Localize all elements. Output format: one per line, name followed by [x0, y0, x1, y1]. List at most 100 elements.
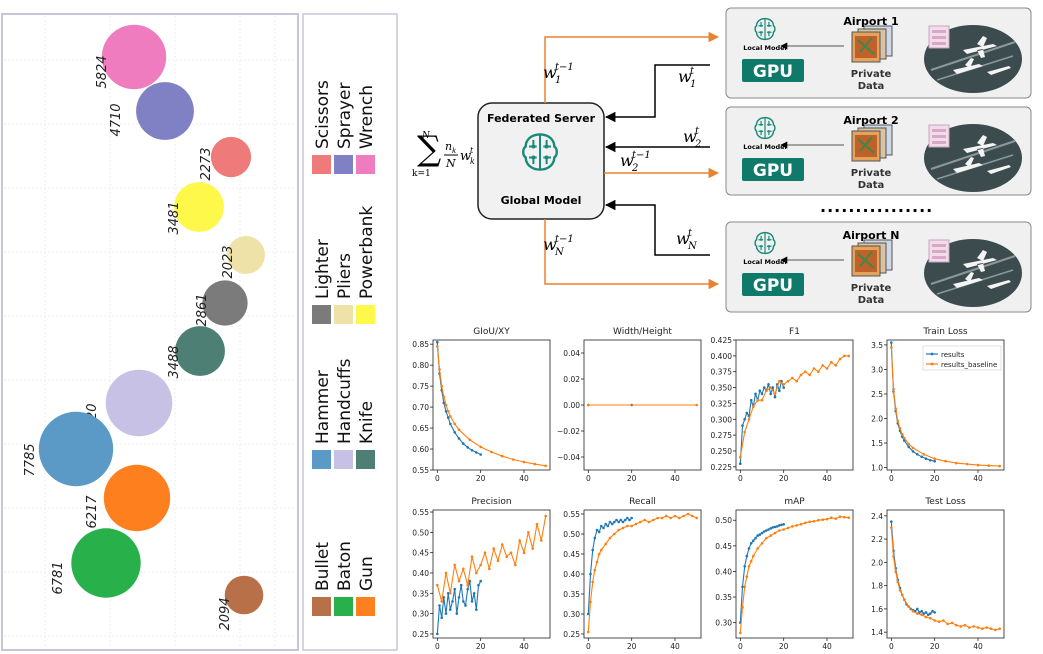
legend-swatch: [334, 305, 353, 324]
series-point: [626, 524, 629, 528]
series-point: [444, 612, 448, 615]
bubble-layer: 5824471022733481202328613488622077856217…: [23, 24, 265, 631]
series-point: [944, 459, 947, 463]
series-point: [451, 600, 454, 603]
airport-name: Airport 2: [843, 114, 898, 127]
bubble-gun: [224, 575, 264, 615]
bubble-value-label: 4710: [109, 103, 124, 136]
series-point: [617, 528, 620, 532]
down-weight: w: [543, 235, 557, 254]
series-point: [514, 563, 517, 567]
bubble-powerbank: [202, 280, 248, 326]
series-point: [589, 572, 592, 576]
series-point: [786, 379, 790, 383]
y-tick-label: 0.275: [711, 431, 733, 440]
up-weight-sup: t: [688, 228, 693, 239]
series-point: [540, 539, 543, 542]
series-point: [438, 604, 441, 607]
y-tick-label: 0.375: [711, 368, 733, 377]
series-point: [475, 571, 478, 575]
series-point: [595, 528, 599, 532]
series-point: [613, 520, 616, 524]
series-point: [488, 567, 491, 571]
y-tick-label: 0.400: [711, 352, 733, 361]
sum-symbol: ∑: [417, 129, 441, 169]
y-tick-label: −0.04: [557, 453, 580, 462]
y-tick-label: 0.350: [711, 384, 733, 393]
series-point: [821, 518, 824, 521]
series-point: [453, 587, 456, 591]
series-point: [455, 612, 459, 615]
bubble-chart: 5824471022733481202328613488622077856217…: [1, 13, 398, 651]
series-point: [965, 462, 969, 466]
series-point: [533, 462, 537, 466]
series-point: [847, 516, 850, 519]
series-point: [931, 609, 934, 613]
x-tick-label: 0: [435, 474, 440, 483]
series-point: [466, 583, 469, 587]
series-point: [535, 522, 539, 526]
series-point: [527, 531, 530, 534]
y-tick-label: 2.0: [871, 414, 883, 423]
series-point: [968, 626, 971, 629]
series-point: [791, 376, 794, 380]
legend-label: Baton: [335, 541, 355, 591]
series-point: [630, 524, 633, 528]
series-point: [916, 612, 919, 615]
series-point: [483, 551, 487, 554]
series-point: [754, 536, 757, 540]
x-tick-label: 20: [930, 642, 940, 651]
series-point: [903, 439, 906, 442]
metric-panel-train-loss: Train Loss 1.0 1.5 2.0 2.5 3.0 3.5 0 20 40 results…: [871, 327, 1005, 483]
upload-arrow: [604, 64, 710, 123]
gpu-label: GPU: [753, 276, 793, 296]
y-tick-label: 0.25: [563, 630, 580, 639]
series-point: [660, 516, 664, 520]
series-point: [591, 548, 594, 552]
series-point: [756, 534, 759, 537]
x-tick-label: 20: [779, 642, 789, 651]
series-point: [619, 518, 623, 522]
series-point: [621, 520, 625, 524]
series-point: [501, 543, 504, 546]
private-data-icon: [851, 25, 893, 63]
y-tick-label: 2.4: [871, 512, 883, 521]
up-weight-sub: 2: [694, 139, 701, 150]
series-point: [743, 418, 746, 421]
metric-panel-precision: Precision 0.25 0.30 0.35 0.40 0.45 0.50 0.55 0 20…: [412, 497, 551, 651]
series-point: [799, 373, 803, 377]
series-point: [522, 460, 526, 464]
series-point: [691, 514, 694, 518]
series-point: [479, 563, 482, 567]
series-point: [773, 531, 777, 535]
series-point: [920, 455, 923, 459]
series-point: [743, 430, 746, 434]
series-point: [604, 522, 607, 526]
series-point: [911, 446, 915, 450]
metric-axes-frame: [735, 339, 854, 471]
series-point: [778, 529, 781, 532]
series-point: [440, 616, 443, 619]
x-tick-label: 0: [586, 642, 591, 651]
bubble-handcuffs: [105, 369, 173, 437]
frac-numerator-sub: k: [452, 147, 456, 155]
x-tick-label: 40: [670, 474, 680, 483]
series-point: [479, 579, 482, 583]
y-tick-label: 1.6: [871, 605, 883, 614]
series-point: [608, 520, 612, 524]
series-point: [808, 520, 811, 524]
y-tick-label: 0.60: [412, 445, 429, 454]
bubble-legend-frame: [302, 13, 398, 651]
series-point: [475, 608, 478, 611]
gpu-badge: [742, 59, 804, 82]
y-tick-label: 0.425: [711, 336, 733, 345]
metric-axes-frame: [432, 339, 551, 471]
series-point: [782, 386, 785, 389]
airport-name: Airport N: [843, 229, 900, 242]
legend-swatch: [356, 155, 375, 174]
series-point: [959, 625, 962, 628]
airport-scene-image: [923, 24, 1023, 94]
series-point: [795, 524, 798, 527]
series-point: [743, 585, 746, 589]
